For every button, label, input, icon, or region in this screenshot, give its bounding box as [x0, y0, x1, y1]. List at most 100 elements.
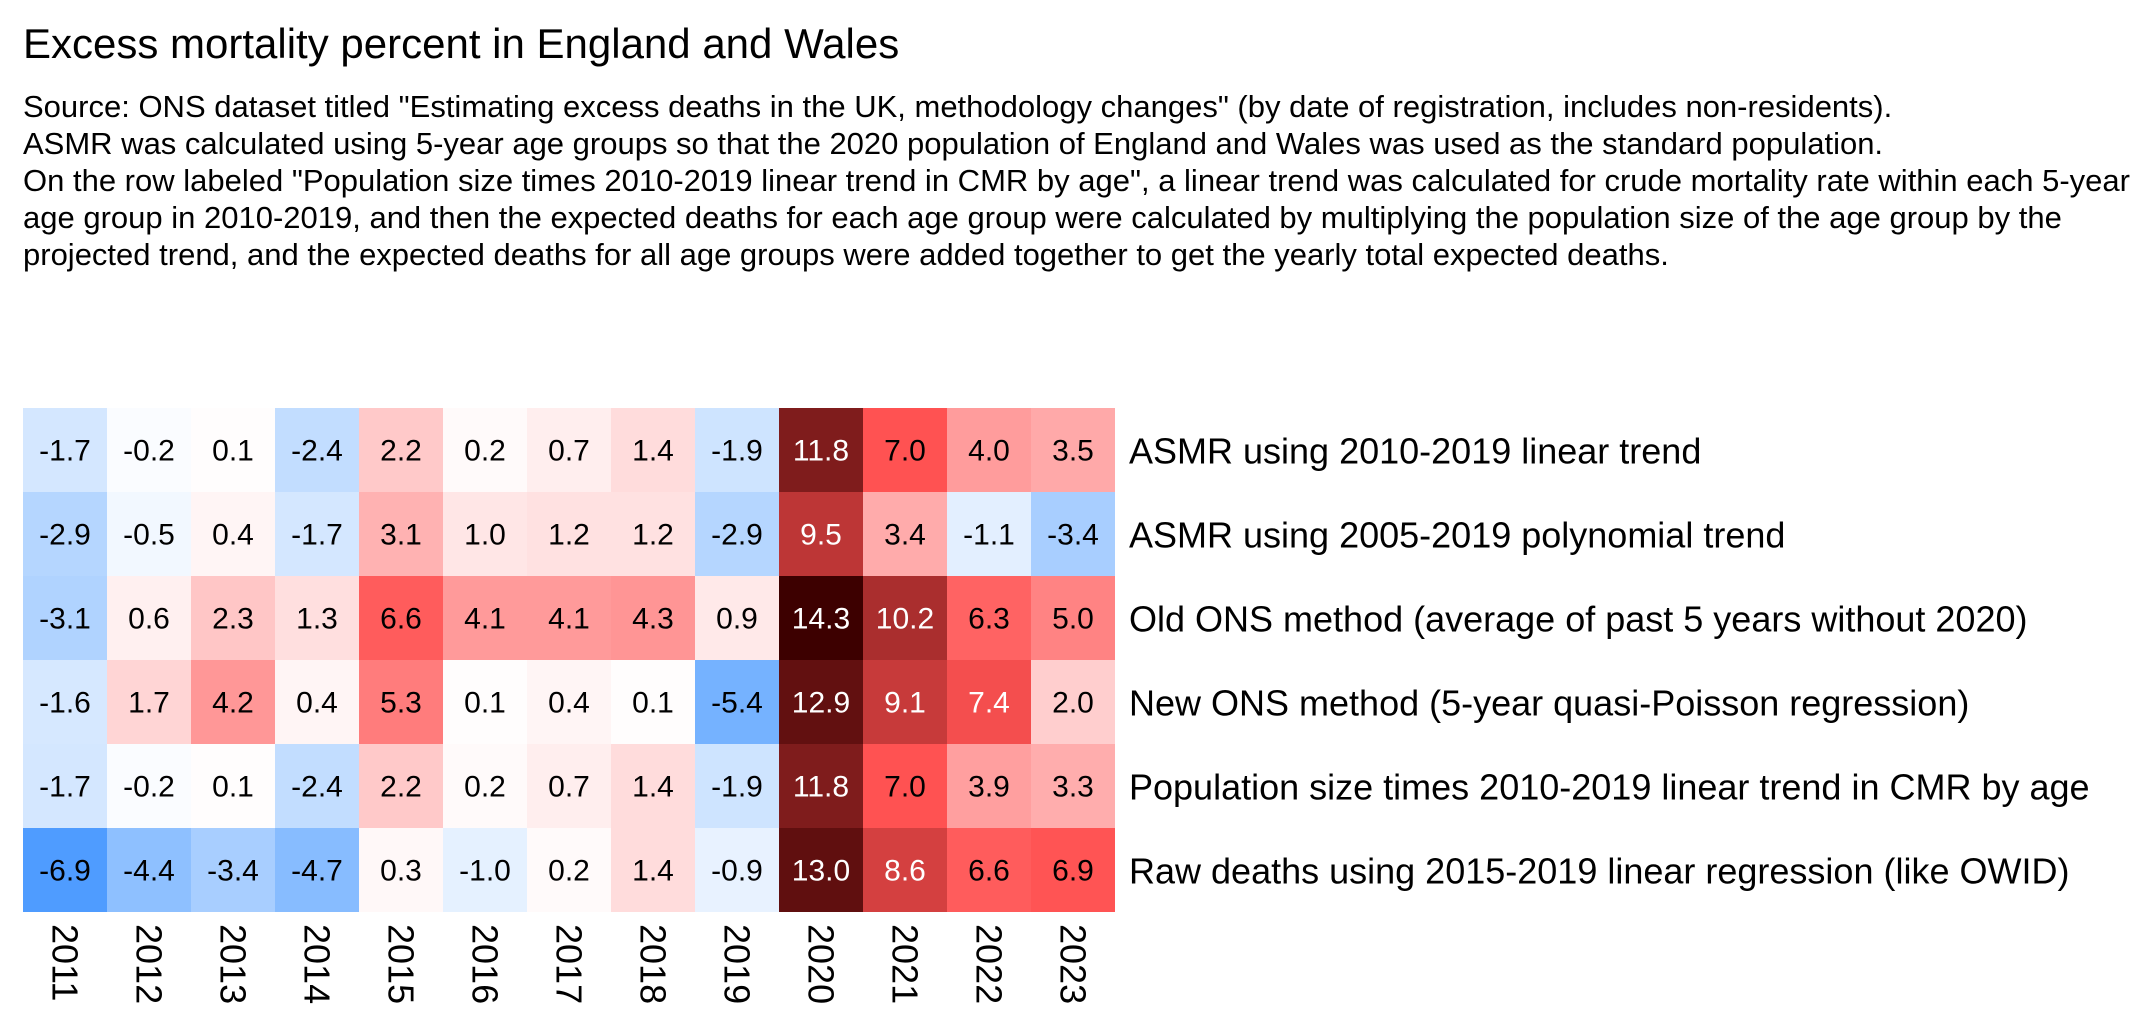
heatmap-cell — [611, 660, 695, 744]
heatmap-cell — [107, 576, 191, 660]
heatmap-cell — [779, 744, 863, 828]
heatmap-cell — [359, 576, 443, 660]
heatmap-cell — [611, 744, 695, 828]
heatmap-cell — [863, 660, 947, 744]
cell-value-label: 3.3 — [1052, 771, 1094, 804]
heatmap-cell — [863, 744, 947, 828]
cell-value-label: 1.7 — [128, 687, 170, 720]
row-label: ASMR using 2010-2019 linear trend — [1129, 431, 1701, 472]
heatmap-cell — [863, 408, 947, 492]
heatmap-cell — [107, 408, 191, 492]
cell-value-label: 4.0 — [968, 435, 1010, 468]
cell-value-label: 4.3 — [632, 603, 674, 636]
row-label: Old ONS method (average of past 5 years … — [1129, 599, 2027, 640]
heatmap-cell — [611, 828, 695, 912]
heatmap-cell — [275, 576, 359, 660]
cell-value-label: 2.2 — [380, 771, 422, 804]
heatmap-cell — [443, 492, 527, 576]
subtitle-line-asmr: ASMR was calculated using 5-year age gro… — [23, 126, 1884, 161]
cell-value-label: 0.1 — [212, 771, 254, 804]
column-label: 2019 — [717, 924, 758, 1004]
cell-value-label: 9.5 — [800, 519, 842, 552]
heatmap-cell — [527, 408, 611, 492]
heatmap-cell — [107, 660, 191, 744]
heatmap-cell — [191, 576, 275, 660]
cell-value-label: 4.1 — [548, 603, 590, 636]
cell-value-label: 4.2 — [212, 687, 254, 720]
heatmap-cell — [443, 576, 527, 660]
heatmap-cell — [947, 492, 1031, 576]
cell-value-label: 0.9 — [716, 603, 758, 636]
heatmap-cell — [275, 660, 359, 744]
heatmap-cell — [275, 408, 359, 492]
row-label: ASMR using 2005-2019 polynomial trend — [1129, 515, 1785, 556]
heatmap-cell — [191, 408, 275, 492]
heatmap-cell — [527, 744, 611, 828]
heatmap-cell — [779, 660, 863, 744]
heatmap-cell — [695, 576, 779, 660]
heatmap-cell — [527, 828, 611, 912]
cell-value-label: -2.4 — [291, 771, 343, 804]
cell-value-label: -4.7 — [291, 855, 343, 888]
heatmap-cell — [695, 408, 779, 492]
cell-value-label: 4.1 — [464, 603, 506, 636]
heatmap-cell — [443, 660, 527, 744]
heatmap-cell — [443, 744, 527, 828]
heatmap-cell — [947, 828, 1031, 912]
heatmap-cell — [191, 744, 275, 828]
cell-value-label: 5.3 — [380, 687, 422, 720]
cell-value-label: 0.4 — [548, 687, 590, 720]
cell-value-label: 12.9 — [792, 687, 850, 720]
heatmap-cell — [527, 660, 611, 744]
cell-value-label: -1.7 — [291, 519, 343, 552]
cell-value-label: -5.4 — [711, 687, 763, 720]
heatmap-cell — [191, 492, 275, 576]
row-label: New ONS method (5-year quasi-Poisson reg… — [1129, 683, 1969, 724]
column-label: 2015 — [381, 924, 422, 1004]
heatmap-cell — [779, 408, 863, 492]
heatmap-cell — [863, 576, 947, 660]
heatmap-cell — [1031, 744, 1115, 828]
heatmap-cell — [1031, 492, 1115, 576]
heatmap-cell — [359, 408, 443, 492]
cell-value-label: 2.0 — [1052, 687, 1094, 720]
cell-value-label: 6.3 — [968, 603, 1010, 636]
cell-value-label: 0.1 — [632, 687, 674, 720]
cell-value-label: 1.4 — [632, 855, 674, 888]
cell-value-label: 0.1 — [464, 687, 506, 720]
heatmap-cell — [275, 744, 359, 828]
cell-value-label: 9.1 — [884, 687, 926, 720]
heatmap-cell — [191, 828, 275, 912]
cell-value-label: 13.0 — [792, 855, 850, 888]
heatmap-cell — [947, 744, 1031, 828]
cell-value-label: -1.1 — [963, 519, 1015, 552]
heatmap-cell — [1031, 408, 1115, 492]
heatmap-cell — [191, 660, 275, 744]
heatmap-cell — [527, 576, 611, 660]
cell-value-label: 3.5 — [1052, 435, 1094, 468]
heatmap-cell — [23, 744, 107, 828]
heatmap-cell — [611, 408, 695, 492]
chart-subtitle: Source: ONS dataset titled "Estimating e… — [23, 88, 2133, 273]
cell-value-label: 11.8 — [793, 435, 849, 468]
heatmap-cell — [359, 660, 443, 744]
cell-value-label: -0.2 — [123, 771, 175, 804]
row-label: Raw deaths using 2015-2019 linear regres… — [1129, 851, 2069, 892]
heatmap-cell — [611, 492, 695, 576]
cell-value-label: 6.6 — [968, 855, 1010, 888]
column-label: 2018 — [633, 924, 674, 1004]
cell-value-label: 1.0 — [464, 519, 506, 552]
chart-title: Excess mortality percent in England and … — [23, 20, 900, 67]
heatmap-cell — [947, 576, 1031, 660]
heatmap-cell — [275, 828, 359, 912]
column-label: 2013 — [213, 924, 254, 1004]
heatmap-cell — [863, 828, 947, 912]
cell-value-label: 10.2 — [876, 603, 934, 636]
cell-value-label: -1.6 — [39, 687, 91, 720]
cell-value-label: 0.6 — [128, 603, 170, 636]
row-label: Population size times 2010-2019 linear t… — [1129, 767, 2090, 808]
heatmap-cell — [527, 492, 611, 576]
column-label: 2020 — [801, 924, 842, 1004]
cell-value-label: 0.7 — [548, 435, 590, 468]
